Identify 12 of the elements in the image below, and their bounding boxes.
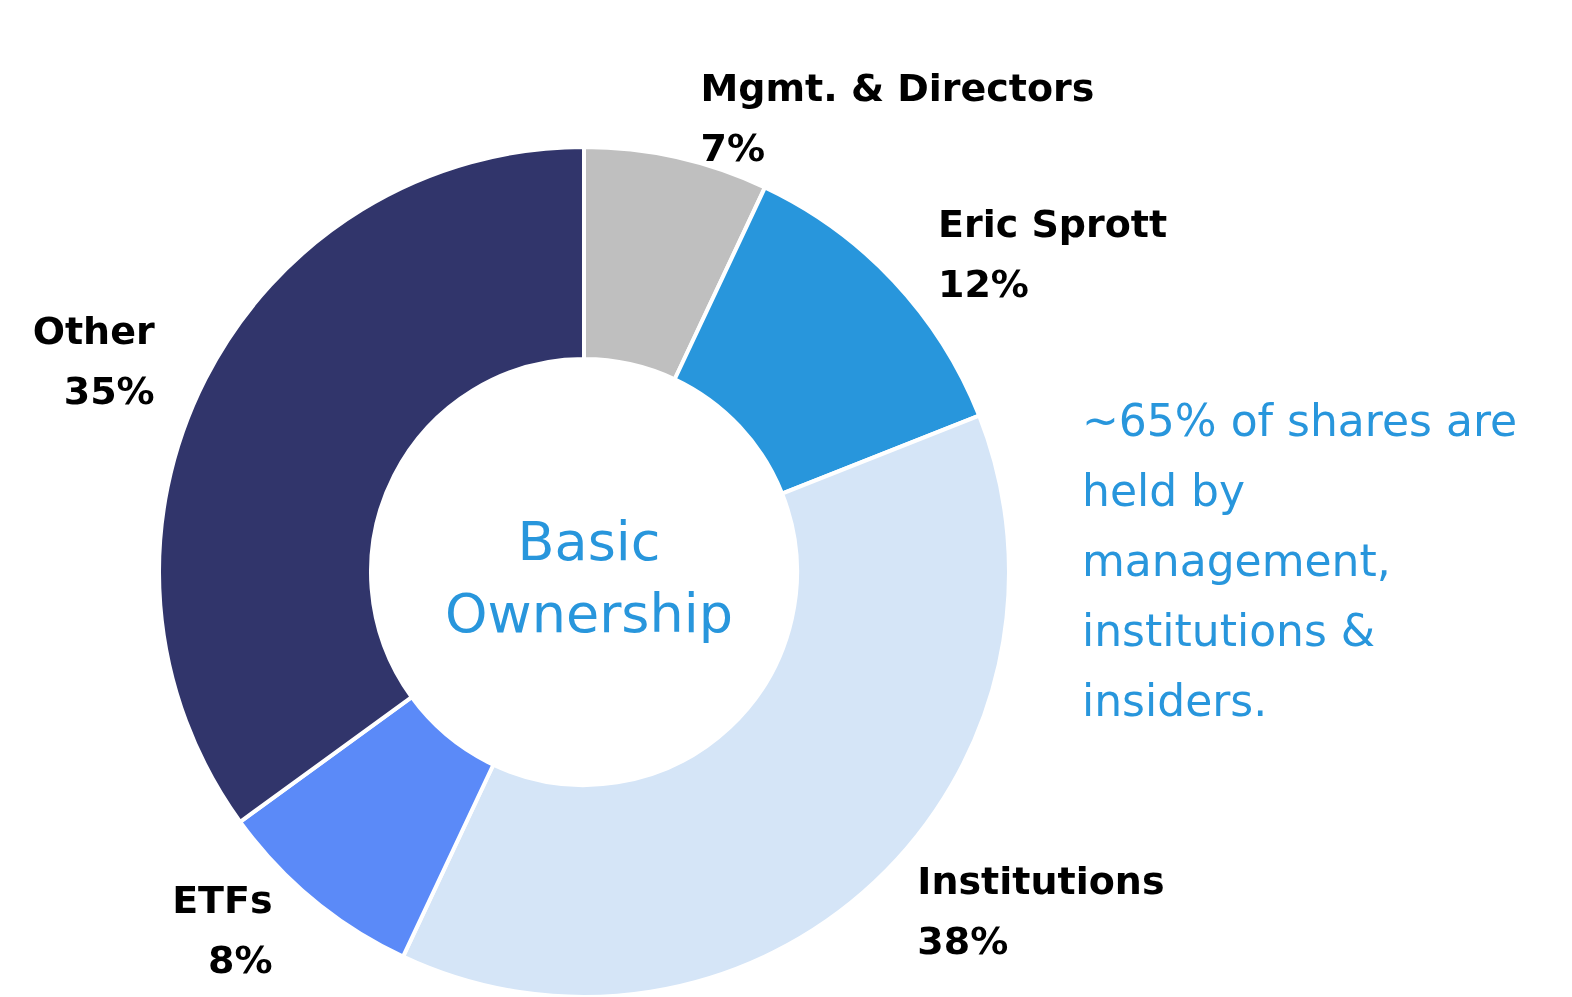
data-label: 8% <box>208 938 273 983</box>
data-label: 7% <box>700 126 765 171</box>
data-label: 35% <box>63 368 155 413</box>
slice-label: ETFs <box>172 878 273 923</box>
text: Basic Ownership <box>445 509 733 645</box>
slice-label: Other <box>32 308 155 353</box>
text: ~65% of shares are held by management, institutions & insiders. <box>1082 394 1532 726</box>
data-label: 38% <box>917 918 1009 963</box>
slice-label: Eric Sprott <box>937 201 1168 246</box>
slice-label: Mgmt. & Directors <box>700 66 1095 111</box>
data-label: 12% <box>937 261 1029 306</box>
slice-label: Institutions <box>917 858 1165 903</box>
